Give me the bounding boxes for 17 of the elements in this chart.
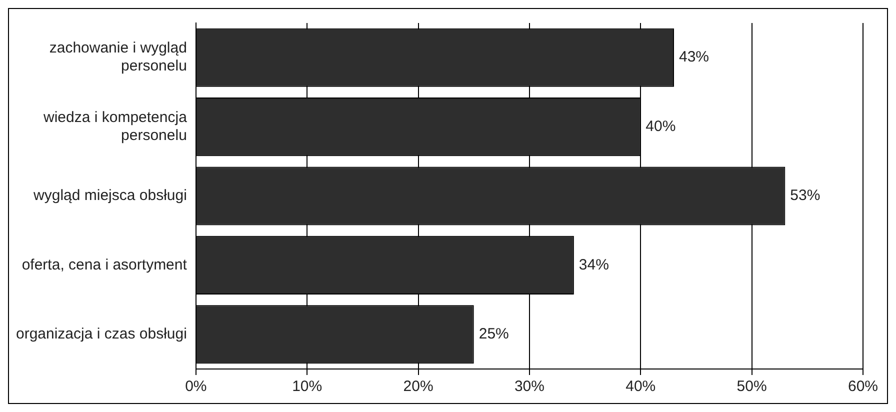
x-tick-label: 60% <box>848 378 878 396</box>
x-tick-label: 20% <box>403 378 434 396</box>
y-tick-label: oferta, cena i asortyment <box>22 256 188 274</box>
y-tick-label: wiedza i kompetencja personelu <box>42 108 188 144</box>
data-label: 43% <box>678 48 710 66</box>
x-tick-label: 40% <box>626 378 656 396</box>
x-tick-label: 30% <box>514 378 544 396</box>
data-label: 34% <box>578 256 609 274</box>
y-tick-label: zachowanie i wygląd personelu <box>49 40 187 75</box>
data-label: 53% <box>790 187 820 204</box>
x-tick-label: 0% <box>185 378 207 396</box>
data-label: 40% <box>646 118 676 135</box>
y-tick-label: organizacja i czas obsługi <box>16 326 187 343</box>
y-tick-label: wygląd miejsca obsługi <box>32 187 187 204</box>
x-tick-label: 50% <box>736 378 767 396</box>
data-label: 25% <box>478 326 509 343</box>
x-tick-label: 10% <box>292 378 322 396</box>
